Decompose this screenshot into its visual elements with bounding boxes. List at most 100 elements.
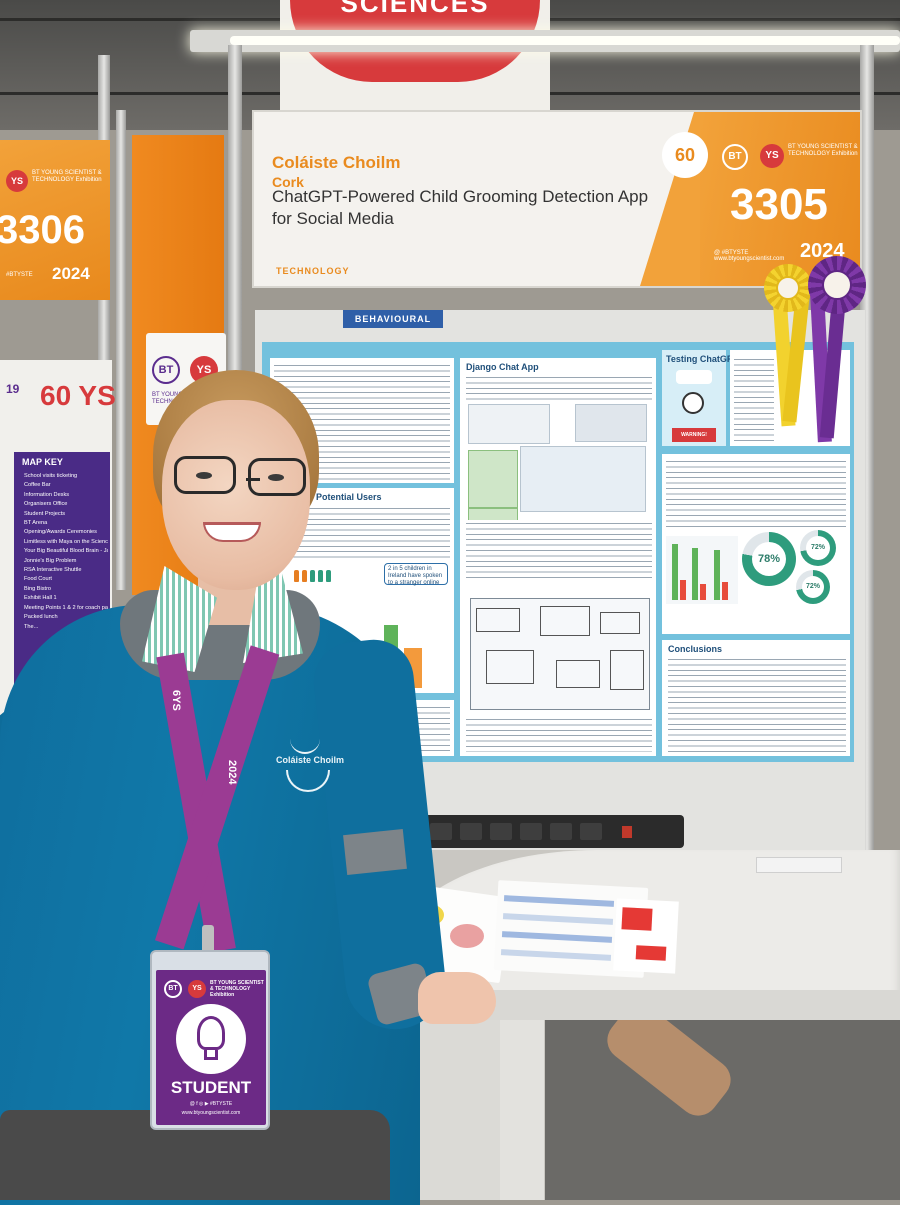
person-icon: [310, 570, 315, 582]
sleeve-stripe: [343, 828, 407, 876]
power-strip: [409, 815, 684, 848]
map-key-item: BT Arena: [24, 520, 48, 527]
ceiling-light-glow: [230, 36, 900, 45]
category-label: TECHNOLOGY: [276, 266, 350, 276]
neighbour-stand-number: 3306: [0, 208, 85, 252]
map-key-list: School visits ticketing Coffee Bar Infor…: [24, 472, 108, 632]
cartoon-face-icon: [450, 924, 484, 948]
badge-website: www.btyoungscientist.com: [181, 1110, 241, 1116]
badge-role: STUDENT: [170, 1078, 252, 1097]
exhibition-name: BT YOUNG SCIENTIST & TECHNOLOGY Exhibiti…: [788, 144, 858, 157]
person-icon: [318, 570, 323, 582]
results-bar: [714, 550, 720, 600]
booklet-red-block: [635, 945, 667, 961]
app-chat-screenshot: [520, 446, 646, 512]
exhibition-name: BT YOUNG SCIENTIST & TECHNOLOGY Exhibiti…: [32, 170, 102, 183]
power-socket: [430, 823, 452, 840]
school-crest-icon: [290, 738, 320, 754]
person-icon: [302, 570, 307, 582]
openai-logo-icon: [682, 392, 704, 414]
poster-conclusions-text: [668, 656, 846, 752]
rosette-centre: [776, 276, 800, 300]
lightbulb-base: [204, 1050, 218, 1060]
school-name: Coláiste Choilm: [272, 153, 401, 172]
project-title: ChatGPT-Powered Child Grooming Detection…: [272, 187, 649, 228]
map-key-item: Bing Bistro: [24, 585, 52, 592]
person-icon: [326, 570, 331, 582]
power-socket: [460, 823, 482, 840]
lightbulb-icon: [197, 1016, 225, 1050]
map-key-item: Jonnie's Big Problem: [24, 557, 77, 564]
category-strip: BEHAVIOURAL: [343, 310, 443, 328]
map-board-prefix: 19: [6, 382, 20, 396]
map-key-title: MAP KEY: [22, 457, 63, 467]
desk-edge: [430, 990, 900, 1020]
ys-logo: YS: [188, 980, 206, 998]
student-eye: [196, 472, 212, 479]
app-icons-grid: [468, 404, 550, 444]
power-socket: [490, 823, 512, 840]
uml-box: [600, 612, 640, 634]
hashtag: #BTYSTE: [6, 272, 33, 278]
years-badge-icon: 60: [662, 132, 708, 178]
desk-leg: [500, 1020, 544, 1200]
year-label: 2024: [52, 264, 90, 283]
results-bar: [700, 584, 706, 600]
uml-box: [556, 660, 600, 688]
poster-app-text: [466, 374, 652, 402]
uml-box: [540, 606, 590, 636]
map-key-item: Food Court: [24, 576, 52, 583]
results-bar: [680, 580, 686, 600]
map-key-item: Limitless with Maya on the Science Guy: [24, 538, 108, 545]
map-key-item: Your Big Beautiful Blood Brain - James S…: [24, 548, 108, 555]
years-logo: 60 YS: [40, 380, 116, 411]
booklet-red-block: [621, 907, 653, 931]
under-desk-space: [545, 1020, 900, 1200]
student-eye: [268, 474, 284, 481]
power-socket: [520, 823, 542, 840]
chat-bubble-icon: [676, 370, 712, 384]
map-key-item: Student Projects: [24, 510, 66, 517]
poster-heading-conclusions: Conclusions: [668, 644, 723, 654]
map-key-item: Coffee Bar: [24, 482, 51, 489]
poster-heading-testing: Testing ChatGPT: [666, 354, 739, 364]
poster-app-details: [466, 520, 652, 582]
glasses-bridge: [246, 478, 260, 481]
map-key-item: Information Desks: [24, 491, 70, 498]
ys-logo: YS: [6, 170, 28, 192]
donut-label: 72%: [802, 576, 824, 598]
lanyard-text: 6YS: [170, 690, 182, 711]
power-switch-icon: [622, 826, 632, 838]
donut-label: 72%: [806, 536, 830, 560]
glasses-left-lens: [174, 456, 236, 494]
bt-logo: BT: [164, 980, 182, 998]
power-socket: [580, 823, 602, 840]
crest-text: Coláiste Choilm: [276, 755, 345, 765]
poster-heading-app: Django Chat App: [466, 362, 539, 372]
map-key-item: Organisers Office: [24, 501, 68, 508]
map-key-item: RSA Interactive Shuttle: [24, 567, 82, 574]
top-sign-text: SCIENCES: [340, 0, 490, 18]
power-socket: [550, 823, 572, 840]
school-city: Cork: [272, 174, 304, 190]
donut-label: 78%: [752, 542, 786, 576]
person-icon: [294, 570, 299, 582]
map-key-item: Meeting Points 1 & 2 for coach party dep…: [24, 604, 108, 611]
student-hand: [418, 972, 496, 1024]
neighbour-booth-sign: [0, 140, 110, 300]
app-screenshot: [468, 450, 518, 508]
results-bar: [672, 544, 678, 600]
rosette-centre: [822, 270, 852, 300]
poster-results-text: [666, 458, 846, 528]
desk-card: [756, 857, 842, 873]
stand-number: 3305: [730, 180, 828, 229]
app-screenshot: [575, 404, 647, 442]
warning-label: WARNING!: [672, 428, 716, 442]
uml-box: [476, 608, 520, 632]
uml-diagram: [470, 598, 650, 710]
uml-box: [610, 650, 644, 690]
glasses-right-lens: [248, 458, 306, 496]
ys-logo: YS: [760, 144, 784, 168]
results-bar: [692, 548, 698, 600]
badge-brand: BT YOUNG SCIENTIST & TECHNOLOGY Exhibiti…: [210, 980, 264, 998]
